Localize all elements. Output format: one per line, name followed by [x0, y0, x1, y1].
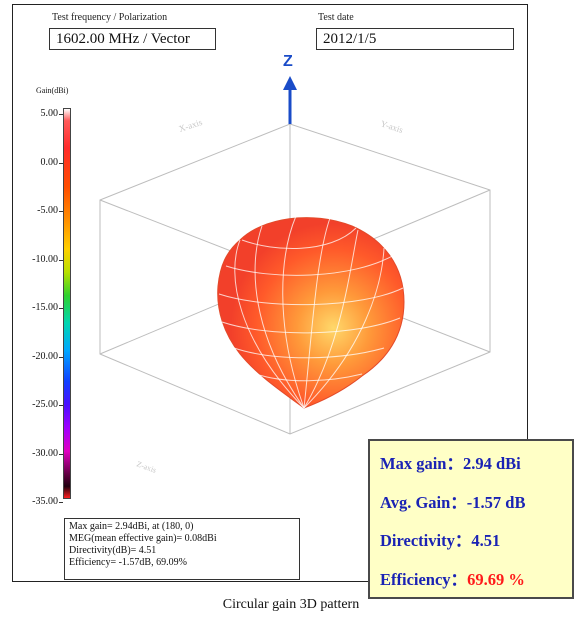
gain-colorbar	[63, 108, 71, 499]
bottom-axis-label: Z-axis	[135, 459, 157, 474]
colorbar-tick-label: 0.00	[40, 156, 59, 168]
y-axis-label: Y-axis	[379, 118, 404, 135]
colorbar-tick-label: 5.00	[40, 108, 59, 119]
callout-avg-gain-label: Avg. Gain：	[380, 492, 467, 512]
colorbar-tick-mark	[59, 502, 63, 503]
colorbar-tick-label: -15.00	[32, 302, 58, 313]
colorbar-tick-mark	[59, 114, 63, 115]
colorbar-tick-mark	[59, 211, 63, 212]
callout-directivity-label: Directivity：	[380, 531, 472, 550]
callout-max-gain-label: Max gain：	[380, 454, 463, 473]
colorbar-tick-mark	[59, 356, 63, 358]
callout-efficiency-value: 69.69 %	[467, 569, 525, 589]
freq-label: Test frequency / Polarization	[52, 12, 168, 23]
info-efficiency: Efficiency= -1.57dB, 69.09%	[69, 557, 187, 568]
figure-caption: Circular gain 3D pattern	[222, 597, 360, 612]
colorbar-tick-label: -10.00	[32, 253, 58, 265]
callout-directivity: Directivity：4.51	[380, 526, 562, 565]
summary-callout: Max gain：2.94 dBi Avg. Gain：-1.57 dB Dir…	[368, 439, 574, 599]
colorbar-tick-label: -25.00	[32, 399, 58, 410]
colorbar-title: Gain(dBi)	[36, 86, 69, 95]
callout-avg-gain: Avg. Gain：-1.57 dB	[380, 488, 562, 527]
callout-directivity-value: 4.51	[471, 531, 501, 550]
date-value-field: 2012/1/5	[316, 28, 514, 50]
z-axis-label: Z	[283, 53, 293, 70]
callout-max-gain: Max gain：2.94 dBi	[380, 449, 562, 488]
callout-max-gain-value: 2.94 dBi	[462, 454, 521, 473]
pattern-info-box: Max gain= 2.94dBi, at (180, 0) MEG(mean …	[64, 518, 300, 580]
colorbar-tick-mark	[59, 453, 63, 455]
colorbar-tick-label: -5.00	[37, 205, 58, 216]
z-axis-arrow-head	[283, 76, 297, 90]
freq-value-field: 1602.00 MHz / Vector	[49, 28, 216, 50]
callout-efficiency: Efficiency：69.69 %	[380, 565, 562, 604]
x-axis-label: X-axis	[178, 117, 204, 134]
callout-efficiency-label: Efficiency：	[380, 569, 468, 589]
colorbar-tick-mark	[59, 405, 63, 406]
info-max-gain: Max gain= 2.94dBi, at (180, 0)	[69, 521, 194, 532]
radiation-pattern	[217, 215, 405, 409]
info-directivity: Directivity(dB)= 4.51	[69, 545, 157, 556]
colorbar-tick-label: -30.00	[32, 447, 58, 459]
colorbar-tick-mark	[59, 259, 63, 261]
info-meg: MEG(mean effective gain)= 0.08dBi	[69, 533, 217, 544]
radiation-3d-scene: X-axis Y-axis Z-axis Z	[99, 53, 491, 475]
colorbar-tick-mark	[59, 308, 63, 309]
colorbar-tick-mark	[59, 162, 63, 164]
colorbar-tick-label: -20.00	[32, 350, 58, 362]
colorbar-tick-label: -35.00	[32, 496, 58, 507]
date-label: Test date	[318, 12, 354, 23]
callout-avg-gain-value: -1.57 dB	[466, 492, 526, 512]
